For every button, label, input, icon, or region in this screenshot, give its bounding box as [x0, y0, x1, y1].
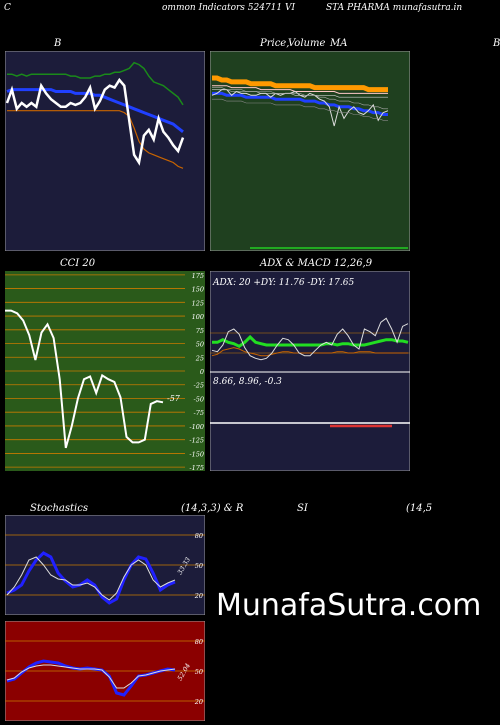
adx-series-0 [212, 334, 409, 349]
rsi-title: SI [297, 503, 308, 514]
watermark: MunafaSutra.com [216, 588, 482, 623]
cci-tick-9: -50 [194, 395, 204, 403]
volume-title: Volume [288, 38, 326, 49]
stoch-tick-1: 50 [195, 562, 203, 570]
cci-tick-8: -25 [194, 382, 204, 390]
adx-macd-chart: ADX: 20 +DY: 11.76 -DY: 17.65 8.66, 8.96,… [210, 271, 410, 471]
price-series-0 [212, 75, 388, 93]
price-ma-faint-3 [212, 98, 388, 121]
cci-tick-0: 175 [192, 272, 204, 280]
header-right: STA PHARMA munafasutra.in [326, 3, 463, 13]
cci-tick-14: -175 [189, 464, 204, 471]
cci-tick-11: -100 [189, 423, 204, 431]
cci-tick-3: 100 [192, 313, 204, 321]
ma-title: MA [330, 38, 348, 49]
bands-chart [5, 51, 205, 251]
cci-last-label: -57 [167, 394, 181, 403]
adx-macd-title: ADX & MACD 12,26,9 [260, 258, 373, 269]
cci-tick-4: 75 [196, 327, 204, 335]
cci-tick-13: -150 [189, 450, 204, 458]
cci-tick-2: 125 [192, 299, 204, 307]
cci-tick-5: 50 [196, 341, 204, 349]
cci-title: CCI 20 [60, 258, 96, 269]
cci-line [5, 309, 164, 449]
price-ma-faint-1 [212, 89, 388, 98]
cci-tick-1: 150 [192, 286, 204, 294]
price-volume-ma-chart [210, 51, 410, 251]
stoch-params: (14,3,3) & R [181, 503, 244, 514]
bands-series-0 [7, 61, 184, 106]
rsi-tick-2: 20 [194, 698, 203, 706]
rsi-series-1 [6, 664, 176, 689]
edge-title: B [493, 38, 500, 49]
header-center: ommon Indicators 524711 VI [162, 3, 296, 13]
price-title: Price, [260, 38, 290, 49]
stoch-series-1 [6, 556, 176, 601]
rsi-tick-0: 80 [195, 638, 203, 646]
cci-tick-6: 25 [195, 354, 204, 362]
cci-tick-10: -75 [194, 409, 204, 417]
stoch-tick-2: 20 [194, 592, 203, 600]
bands-series-1 [6, 88, 184, 133]
rsi-params: (14,5 [406, 503, 433, 514]
stoch-series-0 [6, 551, 176, 605]
cci-tick-7: 0 [200, 368, 204, 376]
macd-readout: 8.66, 8.96, -0.3 [213, 377, 282, 387]
header-left: C [4, 3, 11, 13]
cci-tick-12: -125 [189, 437, 204, 445]
stoch-title: Stochastics [30, 503, 88, 514]
price-series-2 [212, 91, 388, 116]
price-series-1 [212, 85, 388, 94]
rsi-tick-1: 50 [195, 668, 203, 676]
cci-chart: 175 150 125 100 75 50 25 0 -25 -50 -75 -100 -125 -150… [5, 271, 205, 471]
bands-series-3 [5, 77, 185, 166]
adx-bg [210, 271, 410, 471]
adx-readout: ADX: 20 +DY: 11.76 -DY: 17.65 [212, 278, 354, 288]
price-ma-faint-2 [212, 87, 388, 110]
bands-bg [5, 51, 205, 251]
adx-series-1 [211, 347, 408, 357]
stoch-tick-0: 80 [195, 532, 203, 540]
adx-series-2 [211, 317, 409, 361]
bands-title: B [54, 38, 62, 49]
